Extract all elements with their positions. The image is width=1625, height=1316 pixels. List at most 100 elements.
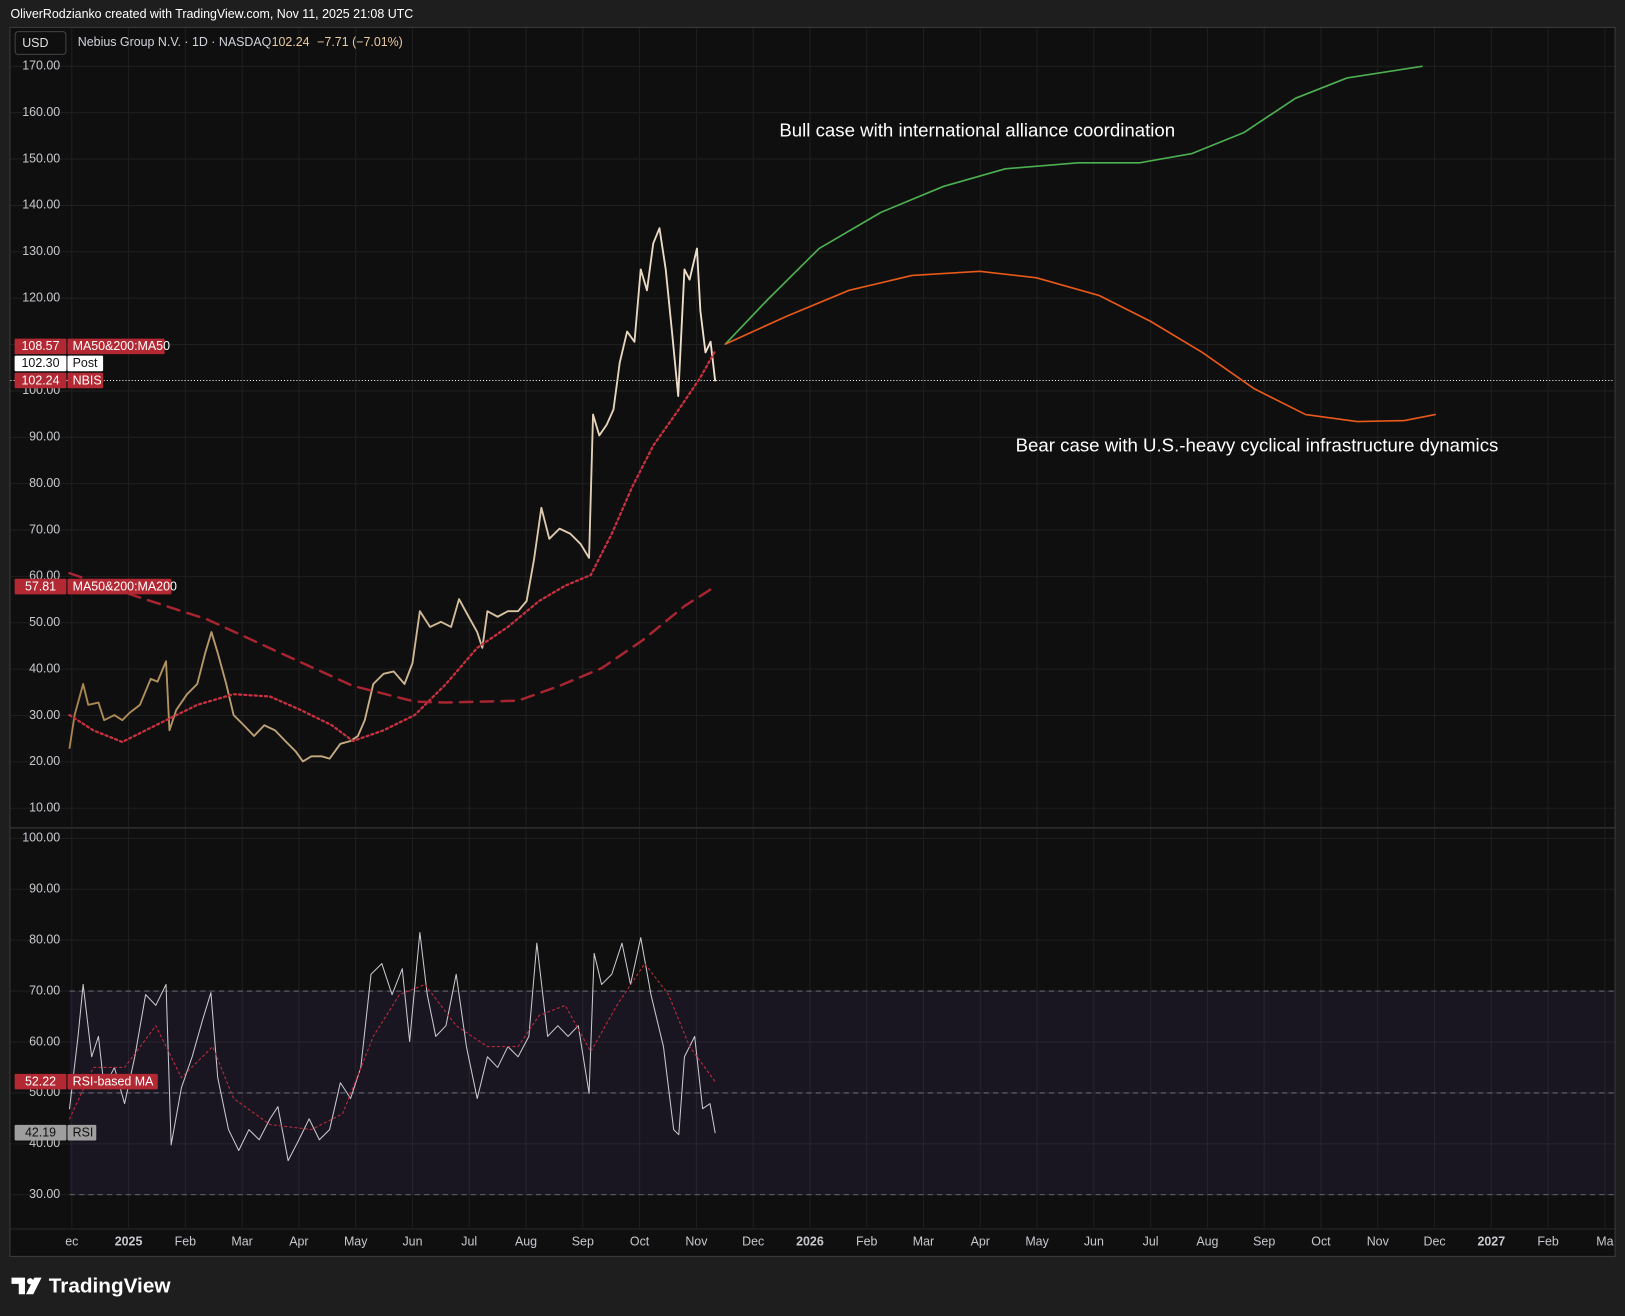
badge-name-box xyxy=(67,1124,97,1141)
y-tick-label: 120.00 xyxy=(22,290,60,304)
badge-value: 52.22 xyxy=(25,1074,56,1088)
y-tick-label: 60.00 xyxy=(29,1034,60,1048)
y-tick-label: 140.00 xyxy=(22,198,60,212)
x-tick-label: Jul xyxy=(1143,1235,1159,1249)
x-tick-label: Mar xyxy=(913,1235,934,1249)
x-tick-label: Sep xyxy=(1253,1235,1275,1249)
y-tick-label: 150.00 xyxy=(22,151,60,165)
y-tick-label: 50.00 xyxy=(29,615,60,629)
y-tick-label: 130.00 xyxy=(22,244,60,258)
x-tick-label: 2025 xyxy=(115,1235,143,1249)
series-line xyxy=(68,227,717,763)
x-tick-label: Feb xyxy=(856,1235,877,1249)
x-tick-label: Aug xyxy=(1196,1235,1218,1249)
series-line xyxy=(68,350,717,744)
y-tick-label: 100.00 xyxy=(22,831,60,845)
badge-value-box xyxy=(14,372,67,389)
brand: TradingView xyxy=(49,1274,172,1297)
annotation: Bull case with international alliance co… xyxy=(779,120,1175,141)
badge-value-box xyxy=(14,338,67,355)
badge-name: NBIS xyxy=(73,373,102,387)
symbol-info: Nebius Group N.V. · 1D · NASDAQ xyxy=(78,35,272,49)
badge-name-box xyxy=(67,355,104,372)
x-tick-label: Nov xyxy=(1367,1235,1390,1249)
badge-value-box xyxy=(14,1073,67,1090)
chart-frame xyxy=(9,26,1616,1257)
x-tick-label: Jun xyxy=(1084,1235,1104,1249)
price-change: −7.71 (−7.01%) xyxy=(317,35,403,49)
badge-name-box xyxy=(67,1073,158,1090)
x-tick-label: 2027 xyxy=(1477,1235,1505,1249)
x-tick-label: Jun xyxy=(402,1235,422,1249)
series-line xyxy=(68,571,717,704)
x-tick-label: Ma xyxy=(1596,1235,1613,1249)
x-tick-label: May xyxy=(344,1235,368,1249)
x-tick-label: Feb xyxy=(175,1235,196,1249)
x-tick-label: 2026 xyxy=(796,1235,824,1249)
badge-name-box xyxy=(67,578,172,595)
badge-value-box xyxy=(14,578,67,595)
badge-value: 57.81 xyxy=(25,579,56,593)
x-tick-label: Apr xyxy=(289,1235,308,1249)
y-tick-label: 80.00 xyxy=(29,932,60,946)
y-tick-label: 30.00 xyxy=(29,1187,60,1201)
y-tick-label: 170.00 xyxy=(22,59,60,73)
attribution: OliverRodzianko created with TradingView… xyxy=(10,7,413,21)
y-tick-label: 40.00 xyxy=(29,661,60,675)
x-tick-label: Oct xyxy=(630,1235,650,1249)
y-tick-label: 30.00 xyxy=(29,708,60,722)
y-tick-label: 90.00 xyxy=(29,882,60,896)
badge-name: MA50&200:MA200 xyxy=(73,579,177,593)
annotation: Bear case with U.S.-heavy cyclical infra… xyxy=(1016,435,1499,456)
badge-value: 102.30 xyxy=(22,356,60,370)
x-tick-label: Apr xyxy=(971,1235,990,1249)
series-line xyxy=(724,65,1423,345)
pane-overlay: 30.0040.0050.0060.0070.0080.0090.00100.0… xyxy=(14,831,1614,1249)
last-price: 102.24 xyxy=(272,35,310,49)
currency-box[interactable] xyxy=(14,31,67,55)
series-line xyxy=(69,931,716,1162)
x-tick-label: May xyxy=(1025,1235,1049,1249)
x-tick-label: Nov xyxy=(685,1235,708,1249)
y-tick-label: 20.00 xyxy=(29,754,60,768)
y-tick-label: 160.00 xyxy=(22,105,60,119)
badge-value: 102.24 xyxy=(22,373,60,387)
badge-name-box xyxy=(67,338,165,355)
badge-name: MA50&200:MA50 xyxy=(73,339,170,353)
x-tick-label: ec xyxy=(65,1235,78,1249)
badge-name: RSI xyxy=(73,1125,94,1139)
brand-logo xyxy=(11,1277,42,1295)
pane xyxy=(10,27,1615,827)
logo-mark xyxy=(11,1277,25,1295)
y-tick-label: 80.00 xyxy=(29,476,60,490)
badge-value: 42.19 xyxy=(25,1125,56,1139)
x-tick-label: Dec xyxy=(742,1235,764,1249)
x-tick-label: Dec xyxy=(1423,1235,1445,1249)
badge-value-box xyxy=(14,1124,67,1141)
currency: USD xyxy=(22,36,48,50)
series-line xyxy=(68,963,716,1131)
y-tick-label: 70.00 xyxy=(29,522,60,536)
x-tick-label: Sep xyxy=(572,1235,594,1249)
y-tick-label: 10.00 xyxy=(29,801,60,815)
x-tick-label: Oct xyxy=(1311,1235,1331,1249)
x-tick-label: Aug xyxy=(515,1235,537,1249)
badge-name-box xyxy=(67,372,104,389)
badge-value-box xyxy=(14,355,67,372)
plot-layer: 10.00 20.00 30.00 40.00 50.00 60.00 70.00 80.00… xyxy=(10,27,1615,1249)
badge-name: Post xyxy=(73,356,98,370)
level-band xyxy=(69,991,1615,1195)
badge-value: 108.57 xyxy=(22,339,60,353)
y-tick-label: 70.00 xyxy=(29,983,60,997)
y-tick-label: 90.00 xyxy=(29,430,60,444)
badge-name: RSI-based MA xyxy=(73,1074,154,1088)
pane xyxy=(10,828,1615,1228)
logo-slash xyxy=(26,1277,42,1295)
x-tick-label: Jul xyxy=(461,1235,477,1249)
x-tick-label: Mar xyxy=(231,1235,252,1249)
logo-dot xyxy=(27,1278,34,1285)
pane-overlay: 10.0020.0030.0040.0050.0060.0070.0080.00… xyxy=(14,59,1499,815)
series-line xyxy=(724,270,1436,423)
